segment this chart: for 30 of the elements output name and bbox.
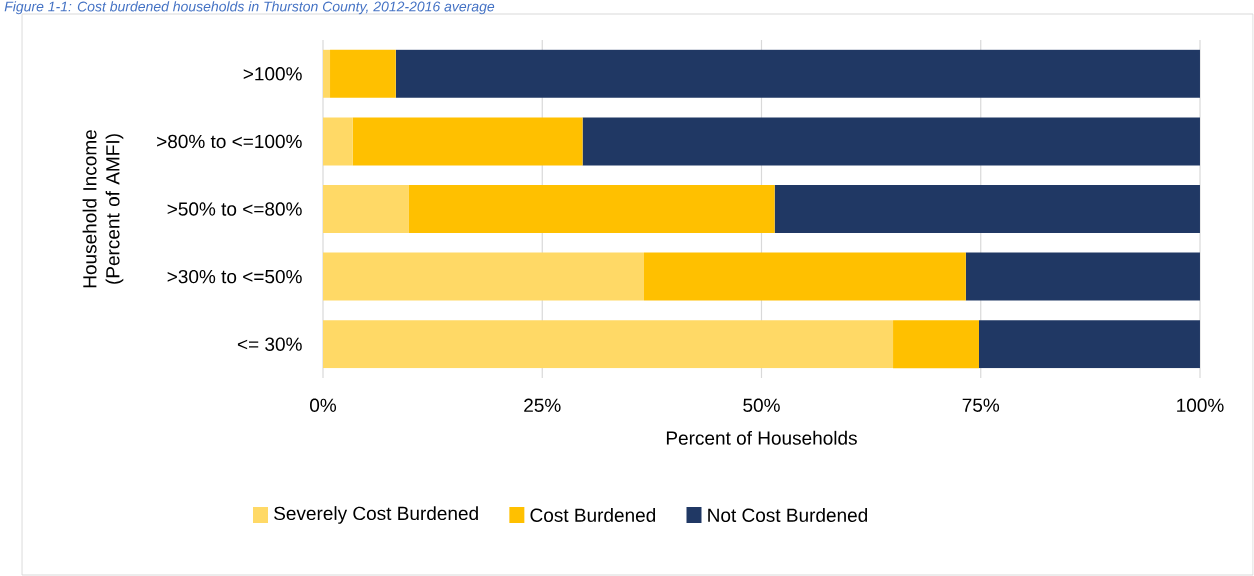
y-tick-label: >100% [243,67,302,81]
y-axis-title: Household Income (Percent of AMFI) [82,130,124,288]
x-tick-label: 75% [962,398,1000,412]
bar [323,185,409,233]
bar [643,252,966,301]
bar [965,252,1200,301]
bar [323,252,644,301]
legend-label: Severely Cost Burdened [274,506,478,524]
chart-title: Figure 1-1: Cost burdened households in Thurston County, 2012-2016 average [4,1,495,15]
bar [893,320,979,369]
x-tick-label: 0% [310,398,337,412]
y-tick-label: >80% to <=100% [157,134,302,149]
x-tick-label: 50% [743,398,780,412]
bar [582,117,1200,166]
y-tick-label: >30% to <=50% [167,269,302,284]
legend-label: Cost Burdened [530,508,656,522]
x-axis-title: Percent of Households [666,430,857,445]
bar [352,117,583,166]
bar [978,320,1200,369]
bar [330,49,396,98]
x-tick-label: 25% [524,398,561,412]
y-tick-label: <= 30% [237,337,302,351]
bar [323,117,353,166]
bar [774,185,1200,233]
bar [408,185,775,233]
bar [323,320,894,369]
y-tick-label: >50% to <=80% [167,202,302,216]
legend-label: Not Cost Burdened [708,508,868,522]
bar [395,49,1200,98]
x-tick-label: 100% [1177,398,1224,412]
